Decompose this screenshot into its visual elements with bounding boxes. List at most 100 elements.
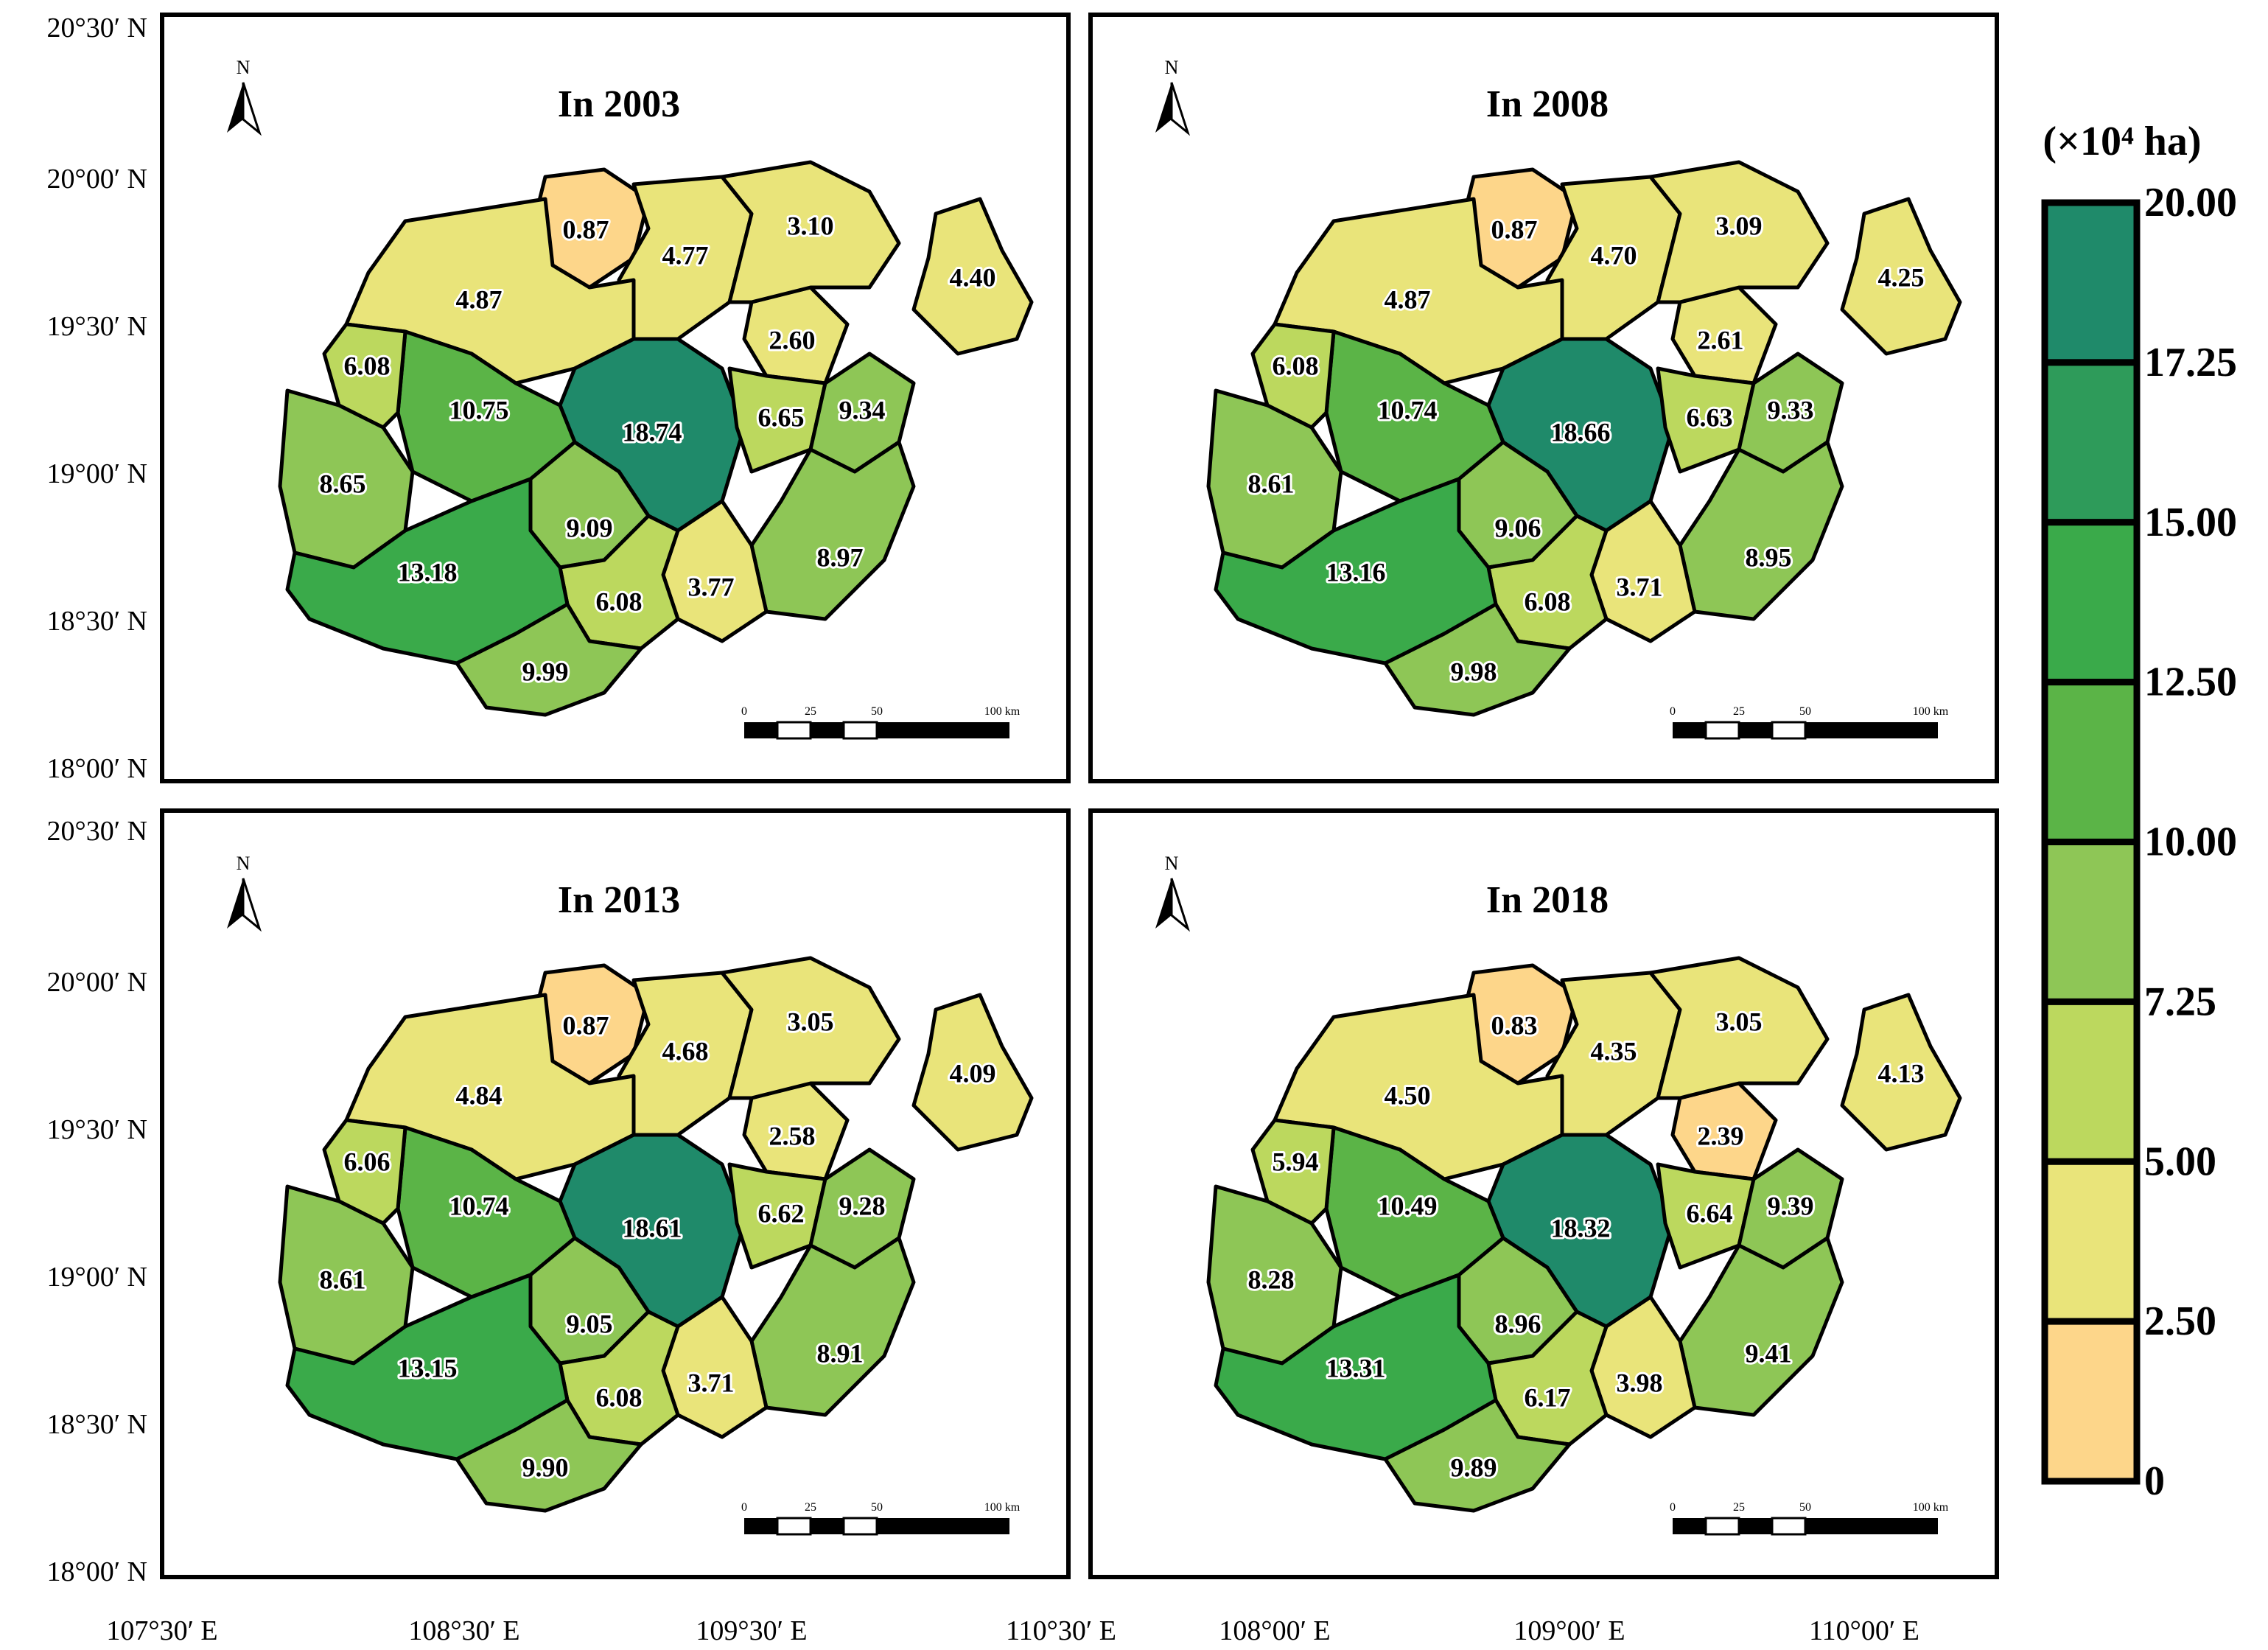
region-value-label: 0.87 (1491, 214, 1538, 244)
legend-color-band (2041, 359, 2141, 526)
region-value-label: 10.49 (1378, 1191, 1438, 1220)
lon-label: 109°30′ E (696, 1615, 807, 1646)
region-value-label: 8.95 (1746, 542, 1792, 572)
lon-label: 108°00′ E (1219, 1615, 1330, 1646)
region-value-label: 4.68 (662, 1036, 709, 1066)
region-wanning (749, 440, 916, 621)
region-sanya (455, 602, 643, 717)
region-value-label: 6.65 (758, 402, 805, 432)
region-value-label: 9.34 (839, 395, 886, 424)
region-value-label: 3.71 (1617, 572, 1663, 601)
region-value-label: 3.09 (1716, 211, 1763, 240)
legend-color-band (2041, 1318, 2141, 1485)
region-wenchang (911, 197, 1034, 356)
north-arrow-label: N (237, 57, 251, 78)
scale-tick-label: 0 (1670, 1501, 1676, 1514)
region-value-label: 9.98 (1451, 657, 1497, 686)
region-value-label: 4.87 (456, 284, 503, 314)
region-value-label: 9.41 (1746, 1338, 1792, 1368)
region-value-label: 9.39 (1768, 1191, 1814, 1220)
lat-label: 20°00′ N (47, 967, 147, 998)
region-value-label: 13.16 (1326, 557, 1386, 587)
region-value-label: 6.08 (596, 1382, 643, 1412)
scale-tick-label: 100 km (984, 1501, 1021, 1514)
lat-label: 18°30′ N (47, 1409, 147, 1440)
region-value-label: 8.91 (817, 1338, 864, 1368)
region-lingao (1648, 160, 1830, 304)
region-value-label: 8.65 (320, 469, 366, 498)
legend-color-band (2041, 679, 2141, 845)
legend-tick-label: 0 (2144, 1458, 2165, 1504)
region-value-label: 3.98 (1617, 1368, 1663, 1397)
region-value-label: 8.28 (1248, 1265, 1295, 1294)
region-value-label: 10.74 (1378, 395, 1438, 424)
region-value-label: 0.83 (1491, 1010, 1538, 1040)
north-arrow-icon: N (227, 57, 262, 136)
region-value-label: 8.97 (817, 542, 864, 572)
latitude-axis-top: 20°30′ N 20°00′ N 19°30′ N 19°00′ N 18°3… (47, 13, 147, 784)
region-value-label: 4.84 (456, 1080, 503, 1110)
latitude-axis-bottom: 20°30′ N 20°00′ N 19°30′ N 19°00′ N 18°3… (47, 816, 147, 1587)
scale-bar: 0 25 50 100 km (741, 705, 1021, 740)
legend-tick-label: 5.00 (2144, 1139, 2216, 1184)
region-value-label: 9.33 (1768, 395, 1814, 424)
scale-tick-label: 25 (1733, 705, 1745, 718)
lon-label: 110°00′ E (1809, 1615, 1919, 1646)
scale-bar: 0 25 50 100 km (741, 1501, 1021, 1536)
map-panel-2003: In 2003 0.87 4.77 4.87 2.60 4.40 18.74 6.65 9.3… (160, 13, 1071, 783)
region-value-label: 2.60 (769, 325, 816, 354)
legend-color-band (2041, 1158, 2141, 1325)
region-value-label: 6.06 (344, 1147, 391, 1176)
region-wanning (1678, 440, 1844, 621)
legend-tick-label: 10.00 (2144, 819, 2237, 865)
scale-bar: 0 25 50 100 km (1670, 705, 1949, 740)
lat-label: 19°00′ N (47, 1262, 147, 1293)
region-value-label: 3.77 (688, 572, 735, 601)
region-value-label: 18.66 (1551, 417, 1611, 447)
panel-title: In 2018 (1486, 879, 1609, 921)
scale-tick-label: 50 (1799, 705, 1811, 718)
legend-tick-label: 17.25 (2144, 340, 2237, 385)
scale-tick-label: 100 km (984, 705, 1021, 718)
lat-label: 18°00′ N (47, 1556, 147, 1587)
region-value-label: 6.63 (1687, 402, 1733, 432)
lon-label: 109°00′ E (1513, 1615, 1625, 1646)
lat-label: 18°00′ N (47, 753, 147, 784)
region-value-label: 4.25 (1878, 262, 1925, 292)
legend-color-band (2041, 519, 2141, 686)
map-panel-2018: In 2018 0.83 4.35 4.50 2.39 4.13 18.32 6.64 9.3… (1088, 808, 1999, 1579)
region-value-label: 9.90 (522, 1453, 569, 1482)
lat-label: 19°00′ N (47, 458, 147, 489)
scale-tick-label: 100 km (1913, 1501, 1949, 1514)
scale-tick-label: 0 (741, 705, 747, 718)
region-value-label: 3.05 (788, 1007, 834, 1036)
region-value-label: 6.64 (1687, 1198, 1733, 1228)
scale-tick-label: 0 (741, 1501, 747, 1514)
region-value-label: 3.05 (1716, 1007, 1763, 1036)
region-value-label: 5.94 (1273, 1147, 1319, 1176)
map-panel-2008: In 2008 0.87 4.70 4.87 2.61 4.25 18.66 6.63 9.3… (1088, 13, 1999, 783)
region-value-label: 8.61 (320, 1265, 366, 1294)
legend-tick-label: 12.50 (2144, 660, 2237, 705)
region-ledong (285, 1273, 570, 1461)
region-value-label: 0.87 (563, 1010, 609, 1040)
region-value-label: 2.58 (769, 1121, 816, 1150)
region-lingao (720, 160, 901, 304)
region-value-label: 3.10 (788, 211, 834, 240)
north-arrow-label: N (237, 853, 251, 874)
region-sanya (1383, 602, 1572, 717)
region-value-label: 8.61 (1248, 469, 1295, 498)
region-wenchang (1840, 993, 1962, 1152)
region-value-label: 4.70 (1591, 240, 1637, 270)
region-value-label: 9.28 (839, 1191, 886, 1220)
region-value-label: 18.74 (623, 417, 682, 447)
scale-tick-label: 25 (805, 705, 816, 718)
region-wanning (749, 1236, 916, 1417)
legend-color-band (2041, 199, 2141, 366)
region-value-label: 8.96 (1495, 1309, 1541, 1338)
legend-tick-label: 20.00 (2144, 180, 2237, 226)
legend-color-band (2041, 839, 2141, 1005)
longitude-axis: 107°30′ E 108°30′ E 109°30′ E 110°30′ E … (106, 1615, 1919, 1646)
lat-label: 20°30′ N (47, 13, 147, 43)
region-value-label: 13.18 (398, 557, 458, 587)
